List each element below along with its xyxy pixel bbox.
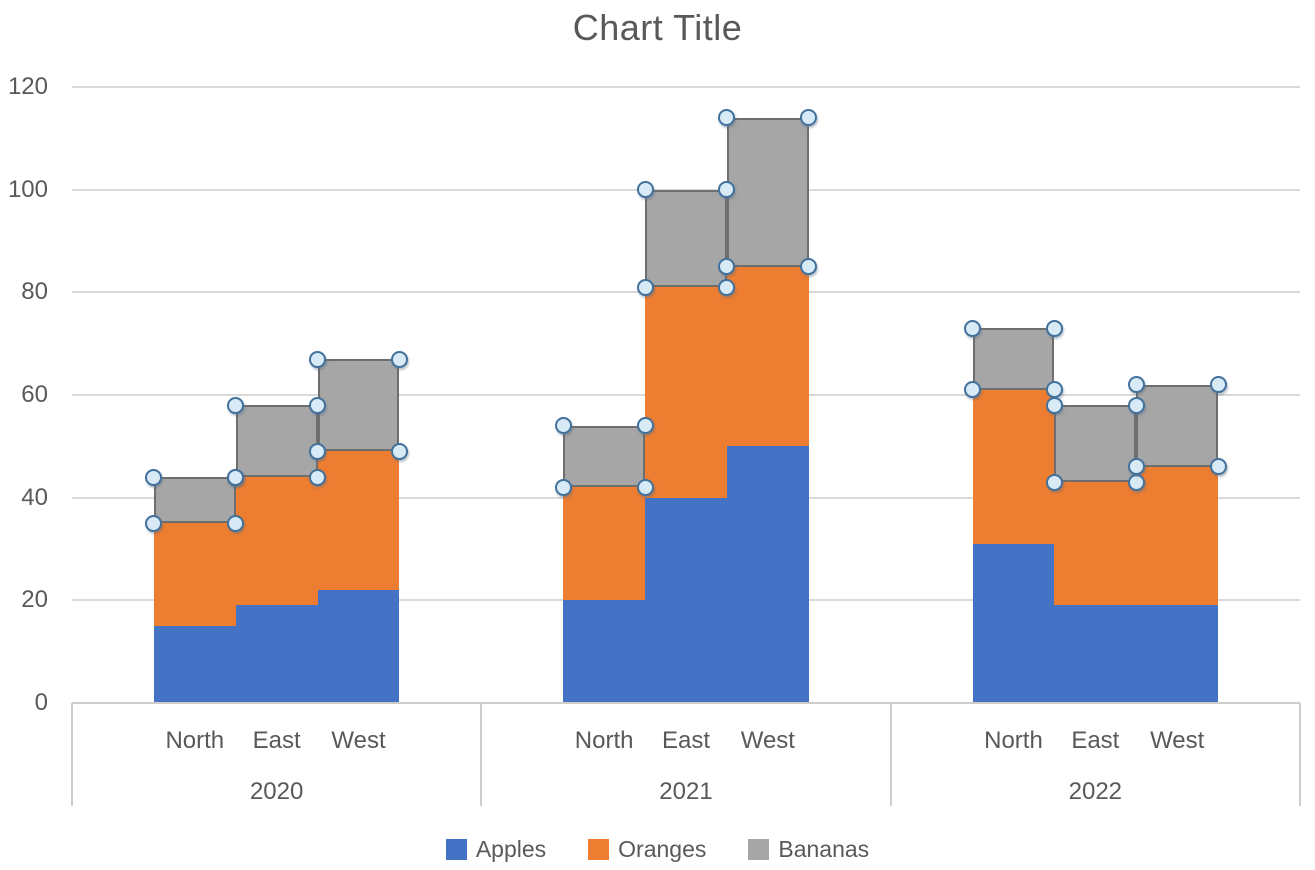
selection-handle[interactable] bbox=[964, 319, 982, 337]
bar-segment-oranges-2022-west[interactable] bbox=[1136, 466, 1219, 606]
legend-swatch-oranges-icon bbox=[588, 838, 610, 860]
bar-segment-oranges-2021-west[interactable] bbox=[726, 266, 809, 447]
selection-handle[interactable] bbox=[1127, 458, 1145, 476]
selection-handle[interactable] bbox=[636, 181, 654, 199]
selection-handle[interactable] bbox=[636, 478, 654, 496]
selection-handle[interactable] bbox=[1045, 396, 1063, 414]
selection-handle[interactable] bbox=[964, 381, 982, 399]
legend: Apples Oranges Bananas bbox=[0, 836, 1315, 862]
bar-segment-bananas-2022-north[interactable] bbox=[972, 328, 1055, 390]
selection-handle[interactable] bbox=[1127, 473, 1145, 491]
y-axis-tick-label[interactable]: 40 bbox=[21, 483, 48, 511]
x-axis-category-label[interactable]: North bbox=[165, 727, 225, 754]
bar-segment-apples-2022-west[interactable] bbox=[1136, 605, 1219, 703]
selection-handle[interactable] bbox=[390, 442, 408, 460]
x-axis-category-label[interactable]: West bbox=[331, 727, 386, 754]
bar-segment-bananas-2021-west[interactable] bbox=[726, 117, 809, 267]
x-axis-category-label[interactable]: West bbox=[1150, 727, 1205, 754]
legend-item-apples[interactable]: Apples bbox=[445, 836, 547, 862]
bar-segment-oranges-2020-east[interactable] bbox=[235, 477, 318, 606]
x-axis-group-label[interactable]: 2020 bbox=[249, 778, 304, 805]
y-axis-tick-label[interactable]: 0 bbox=[34, 689, 48, 716]
selection-handle[interactable] bbox=[800, 109, 818, 127]
legend-item-oranges[interactable]: Oranges bbox=[588, 836, 706, 862]
legend-label-bananas: Bananas bbox=[778, 836, 870, 862]
bar-segment-oranges-2020-west[interactable] bbox=[317, 451, 400, 591]
bar-segment-apples-2022-east[interactable] bbox=[1054, 605, 1137, 703]
bar-segment-oranges-2020-north[interactable] bbox=[153, 523, 236, 626]
selection-handle[interactable] bbox=[145, 468, 163, 486]
x-axis-category-label[interactable]: North bbox=[574, 727, 634, 754]
selection-handle[interactable] bbox=[800, 258, 818, 276]
bar-segment-apples-2020-north[interactable] bbox=[153, 626, 236, 703]
x-axis-category-label[interactable]: West bbox=[740, 727, 795, 754]
y-axis-tick-label[interactable]: 20 bbox=[21, 586, 48, 614]
selection-handle[interactable] bbox=[636, 417, 654, 435]
selection-handle[interactable] bbox=[390, 350, 408, 368]
selection-handle[interactable] bbox=[1209, 376, 1227, 394]
selection-handle[interactable] bbox=[554, 478, 572, 496]
selection-handle[interactable] bbox=[1209, 458, 1227, 476]
bar-segment-oranges-2022-north[interactable] bbox=[972, 389, 1055, 544]
bar-segment-apples-2021-west[interactable] bbox=[726, 446, 809, 703]
selection-handle[interactable] bbox=[1127, 396, 1145, 414]
selection-handle[interactable] bbox=[309, 396, 327, 414]
category-separator bbox=[71, 703, 73, 806]
selection-handle[interactable] bbox=[718, 181, 736, 199]
selection-handle[interactable] bbox=[1045, 473, 1063, 491]
gridline bbox=[72, 86, 1300, 88]
selection-handle[interactable] bbox=[145, 514, 163, 532]
selection-handle[interactable] bbox=[227, 468, 245, 486]
x-axis-category-label[interactable]: North bbox=[984, 727, 1043, 754]
bar-segment-bananas-2022-east[interactable] bbox=[1054, 405, 1137, 483]
category-separator bbox=[1299, 703, 1301, 806]
x-axis-category-label[interactable]: East bbox=[252, 727, 301, 754]
bar-segment-oranges-2021-north[interactable] bbox=[563, 487, 646, 601]
legend-swatch-bananas-icon bbox=[748, 838, 770, 860]
bar-segment-bananas-2022-west[interactable] bbox=[1136, 384, 1219, 467]
y-axis-tick-label[interactable]: 120 bbox=[7, 73, 48, 100]
selection-handle[interactable] bbox=[718, 109, 736, 127]
bar-segment-apples-2020-west[interactable] bbox=[317, 590, 400, 703]
selection-handle[interactable] bbox=[718, 278, 736, 296]
bar-segment-bananas-2020-east[interactable] bbox=[235, 405, 318, 478]
bar-segment-bananas-2021-east[interactable] bbox=[645, 189, 727, 288]
selection-handle[interactable] bbox=[1127, 376, 1145, 394]
legend-label-apples: Apples bbox=[475, 836, 547, 862]
x-axis-line bbox=[72, 702, 1300, 704]
bar-segment-apples-2021-east[interactable] bbox=[645, 497, 727, 703]
selection-handle[interactable] bbox=[227, 396, 245, 414]
x-axis-category-label[interactable]: East bbox=[1071, 727, 1120, 754]
bar-segment-oranges-2021-east[interactable] bbox=[645, 287, 727, 498]
legend-item-bananas[interactable]: Bananas bbox=[748, 836, 869, 862]
category-separator bbox=[480, 703, 483, 806]
selection-handle[interactable] bbox=[309, 350, 327, 368]
y-axis-tick-label[interactable]: 80 bbox=[21, 278, 48, 306]
chart-title[interactable]: Chart Title bbox=[572, 7, 743, 48]
bar-segment-bananas-2021-north[interactable] bbox=[563, 425, 646, 488]
selection-handle[interactable] bbox=[309, 442, 327, 460]
x-axis-group-label[interactable]: 2022 bbox=[1068, 778, 1123, 805]
bar-segment-apples-2021-north[interactable] bbox=[563, 600, 646, 703]
bar-segment-bananas-2020-west[interactable] bbox=[317, 359, 400, 452]
legend-swatch-apples-icon bbox=[445, 838, 467, 860]
y-axis-tick-label[interactable]: 60 bbox=[21, 381, 48, 408]
selection-handle[interactable] bbox=[309, 468, 327, 486]
selection-handle[interactable] bbox=[1045, 319, 1063, 337]
x-axis-group-label[interactable]: 2021 bbox=[659, 778, 713, 805]
selection-handle[interactable] bbox=[718, 258, 736, 276]
category-separator bbox=[889, 703, 892, 806]
selection-handle[interactable] bbox=[554, 417, 572, 435]
bar-segment-bananas-2020-north[interactable] bbox=[153, 477, 236, 524]
selection-handle[interactable] bbox=[636, 278, 654, 296]
bar-segment-apples-2020-east[interactable] bbox=[235, 605, 318, 703]
selection-handle[interactable] bbox=[227, 514, 245, 532]
y-axis-tick-label[interactable]: 100 bbox=[7, 175, 48, 203]
bar-segment-apples-2022-north[interactable] bbox=[972, 543, 1055, 703]
bar-segment-oranges-2022-east[interactable] bbox=[1054, 482, 1137, 606]
legend-label-oranges: Oranges bbox=[618, 836, 707, 862]
x-axis-category-label[interactable]: East bbox=[661, 727, 711, 754]
